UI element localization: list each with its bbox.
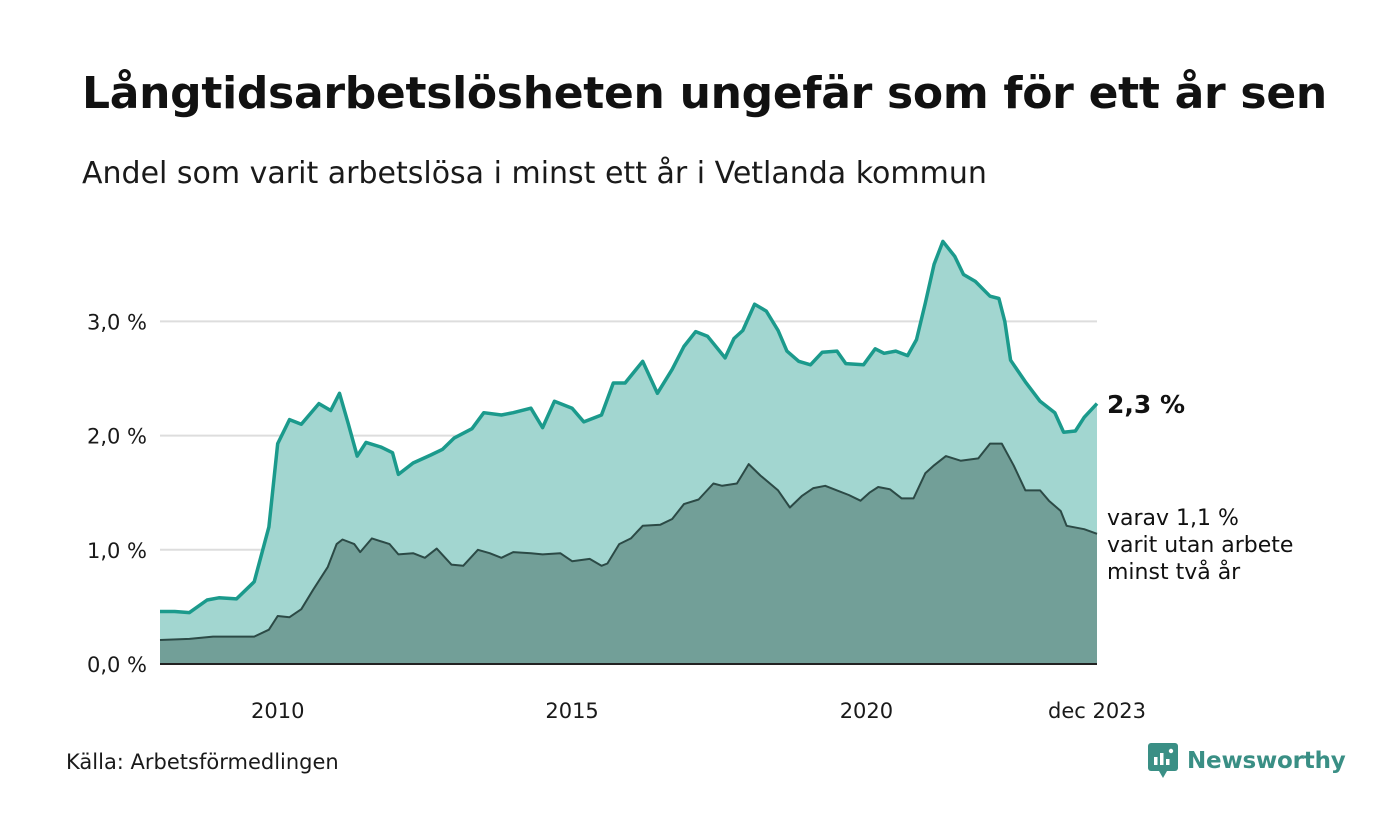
y-tick-label: 1,0 %: [87, 539, 147, 563]
y-tick-label: 3,0 %: [87, 310, 147, 334]
x-tick-label: 2010: [251, 699, 304, 723]
x-tick-label: dec 2023: [1048, 699, 1146, 723]
series-end-label-sub: varav 1,1 % varit utan arbete minst två …: [1107, 506, 1300, 585]
y-tick-label: 0,0 %: [87, 653, 147, 677]
x-tick-label: 2015: [545, 699, 598, 723]
x-tick-label: 2020: [840, 699, 893, 723]
source-note: Källa: Arbetsförmedlingen: [66, 750, 339, 774]
newsworthy-logo-icon: [1148, 743, 1178, 778]
y-tick-label: 2,0 %: [87, 425, 147, 449]
x-axis-ticks: 2010 2015 2020 dec 2023: [251, 699, 1146, 723]
line-long-term-unemployed: [160, 239, 1099, 615]
series-end-label-main: 2,3 %: [1107, 390, 1185, 419]
chart-subtitle: Andel som varit arbetslösa i minst ett å…: [82, 156, 987, 191]
line-two-years-unemployed: [159, 442, 1098, 641]
chart-title: Långtidsarbetslösheten ungefär som för e…: [82, 68, 1327, 119]
brand-name: Newsworthy: [1187, 748, 1346, 774]
brand-logo: Newsworthy: [1148, 743, 1346, 779]
y-axis-ticks: 0,0 % 1,0 % 2,0 % 3,0 %: [87, 310, 147, 677]
